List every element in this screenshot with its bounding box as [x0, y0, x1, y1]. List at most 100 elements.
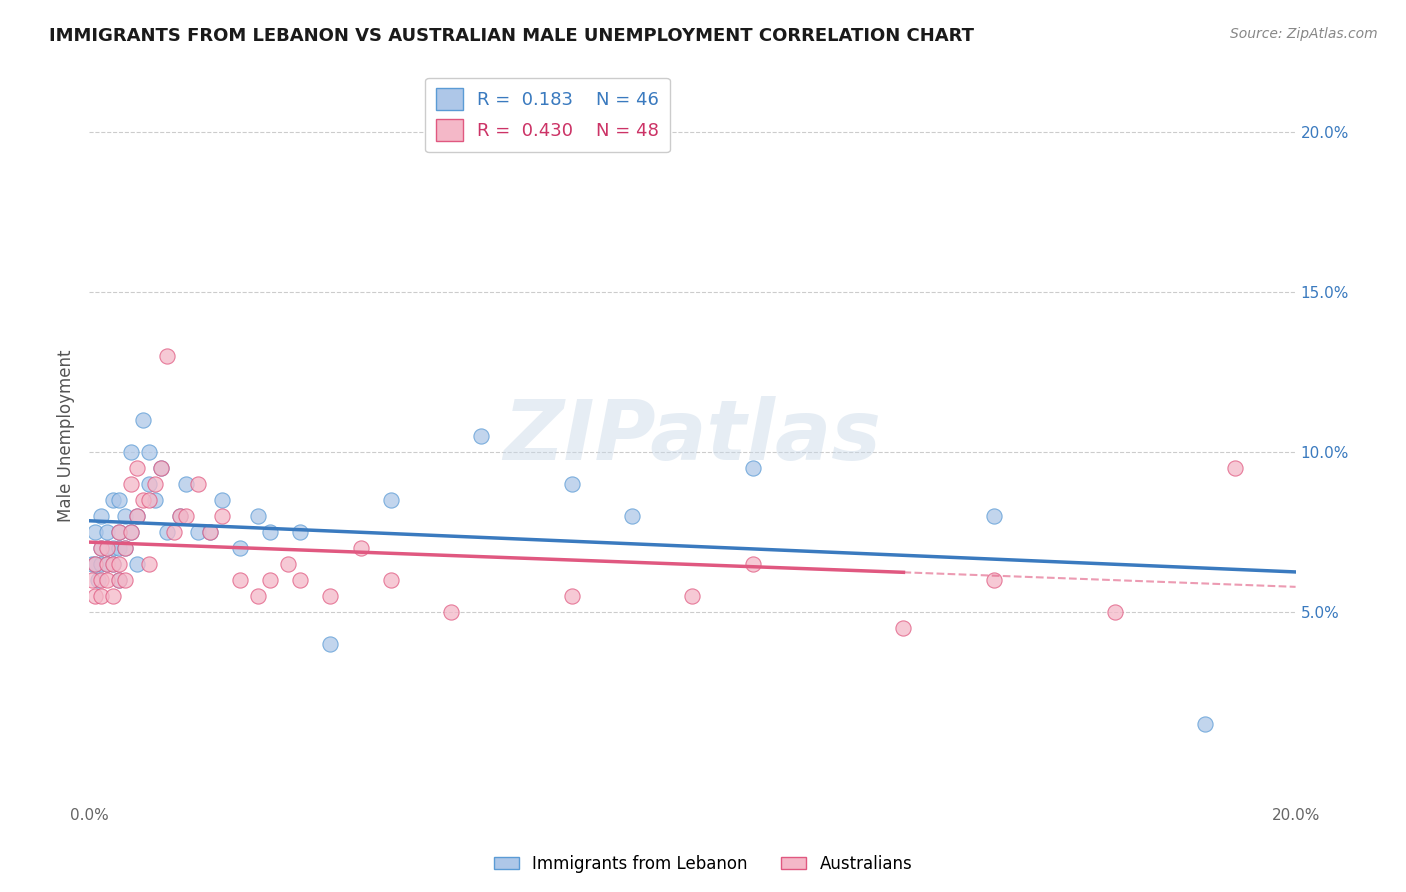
- Point: [84, 589, 107, 603]
- Point: [103, 493, 125, 508]
- Point: [103, 589, 125, 603]
- Point: [108, 541, 131, 555]
- Point: [174, 508, 197, 523]
- Legend: Immigrants from Lebanon, Australians: Immigrants from Lebanon, Australians: [488, 848, 918, 880]
- Point: [150, 461, 173, 475]
- Point: [87, 573, 110, 587]
- Point: [90, 508, 112, 523]
- Point: [198, 524, 221, 539]
- Point: [561, 477, 583, 491]
- Point: [114, 541, 136, 555]
- Point: [211, 508, 233, 523]
- Point: [229, 573, 252, 587]
- Point: [127, 508, 149, 523]
- Point: [96, 541, 118, 555]
- Point: [319, 589, 342, 603]
- Point: [108, 524, 131, 539]
- Point: [96, 573, 118, 587]
- Point: [349, 541, 371, 555]
- Point: [440, 605, 463, 619]
- Point: [156, 524, 179, 539]
- Y-axis label: Male Unemployment: Male Unemployment: [58, 350, 75, 523]
- Point: [229, 541, 252, 555]
- Point: [96, 557, 118, 571]
- Point: [84, 557, 107, 571]
- Point: [132, 493, 155, 508]
- Text: ZIPatlas: ZIPatlas: [503, 395, 882, 476]
- Point: [90, 573, 112, 587]
- Point: [96, 557, 118, 571]
- Point: [380, 573, 402, 587]
- Point: [983, 573, 1005, 587]
- Point: [120, 524, 142, 539]
- Point: [741, 557, 763, 571]
- Point: [1225, 461, 1247, 475]
- Point: [150, 461, 173, 475]
- Legend: R =  0.183    N = 46, R =  0.430    N = 48: R = 0.183 N = 46, R = 0.430 N = 48: [425, 78, 671, 153]
- Point: [96, 541, 118, 555]
- Point: [211, 493, 233, 508]
- Point: [80, 573, 103, 587]
- Point: [120, 524, 142, 539]
- Point: [169, 508, 191, 523]
- Point: [84, 557, 107, 571]
- Point: [114, 508, 136, 523]
- Point: [187, 524, 209, 539]
- Point: [108, 573, 131, 587]
- Point: [561, 589, 583, 603]
- Point: [893, 621, 915, 635]
- Point: [319, 637, 342, 651]
- Point: [103, 541, 125, 555]
- Point: [138, 493, 160, 508]
- Point: [127, 557, 149, 571]
- Point: [198, 524, 221, 539]
- Point: [1194, 716, 1216, 731]
- Point: [277, 557, 299, 571]
- Point: [84, 524, 107, 539]
- Point: [174, 477, 197, 491]
- Point: [145, 477, 167, 491]
- Point: [96, 524, 118, 539]
- Point: [290, 573, 312, 587]
- Point: [259, 524, 281, 539]
- Point: [114, 541, 136, 555]
- Point: [120, 445, 142, 459]
- Point: [127, 461, 149, 475]
- Point: [138, 557, 160, 571]
- Point: [290, 524, 312, 539]
- Point: [90, 541, 112, 555]
- Point: [1104, 605, 1126, 619]
- Point: [246, 589, 269, 603]
- Point: [120, 477, 142, 491]
- Point: [108, 557, 131, 571]
- Point: [145, 493, 167, 508]
- Point: [138, 477, 160, 491]
- Point: [80, 557, 103, 571]
- Point: [470, 429, 492, 443]
- Point: [156, 349, 179, 363]
- Point: [681, 589, 703, 603]
- Point: [621, 508, 644, 523]
- Point: [108, 573, 131, 587]
- Point: [108, 493, 131, 508]
- Point: [246, 508, 269, 523]
- Point: [138, 445, 160, 459]
- Point: [741, 461, 763, 475]
- Point: [127, 508, 149, 523]
- Point: [380, 493, 402, 508]
- Point: [103, 557, 125, 571]
- Point: [132, 413, 155, 427]
- Point: [90, 541, 112, 555]
- Point: [162, 524, 184, 539]
- Point: [90, 557, 112, 571]
- Point: [259, 573, 281, 587]
- Point: [983, 508, 1005, 523]
- Point: [90, 589, 112, 603]
- Point: [114, 573, 136, 587]
- Point: [103, 557, 125, 571]
- Text: IMMIGRANTS FROM LEBANON VS AUSTRALIAN MALE UNEMPLOYMENT CORRELATION CHART: IMMIGRANTS FROM LEBANON VS AUSTRALIAN MA…: [49, 27, 974, 45]
- Point: [169, 508, 191, 523]
- Point: [108, 524, 131, 539]
- Point: [187, 477, 209, 491]
- Text: Source: ZipAtlas.com: Source: ZipAtlas.com: [1230, 27, 1378, 41]
